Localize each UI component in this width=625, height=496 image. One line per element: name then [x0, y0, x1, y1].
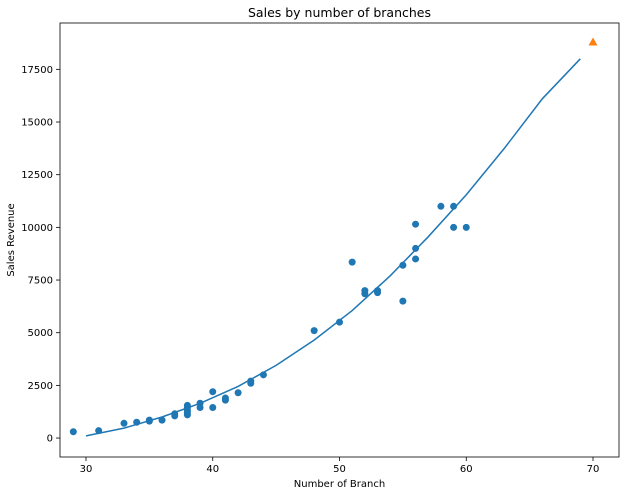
x-tick-label: 40: [206, 464, 219, 475]
y-tick-label: 10000: [21, 223, 53, 234]
data-point: [209, 403, 217, 411]
data-point: [234, 389, 242, 397]
x-tick-label: 30: [80, 464, 93, 475]
y-tick-label: 5000: [28, 328, 53, 339]
y-tick-label: 17500: [21, 65, 53, 76]
data-point: [221, 394, 229, 402]
data-point: [412, 255, 420, 263]
chart-title: Sales by number of branches: [248, 5, 431, 20]
y-tick-label: 7500: [28, 276, 53, 287]
y-axis-label: Sales Revenue: [6, 203, 17, 276]
data-point: [437, 202, 445, 210]
data-point: [361, 287, 369, 295]
data-point: [336, 318, 343, 326]
data-point: [462, 223, 470, 231]
y-tick-label: 12500: [21, 170, 53, 181]
y-tick-label: 0: [47, 434, 53, 445]
data-point: [310, 327, 318, 335]
data-point: [348, 258, 356, 266]
data-point: [69, 428, 77, 436]
data-point: [209, 388, 217, 396]
data-point: [412, 220, 420, 228]
x-tick-label: 50: [333, 464, 346, 475]
data-point: [158, 416, 166, 424]
data-point: [450, 202, 458, 210]
series-layer: [69, 37, 598, 437]
x-tick-label: 70: [587, 464, 600, 475]
data-point: [412, 244, 420, 252]
prediction-point: [588, 37, 598, 46]
x-axis-label: Number of Branch: [294, 479, 385, 490]
y-tick-label: 15000: [21, 118, 53, 129]
fit-curve: [85, 58, 581, 437]
data-point: [450, 223, 458, 231]
x-axis: 30 40 50 60 70: [80, 457, 600, 475]
data-point: [120, 419, 128, 427]
x-tick-label: 60: [460, 464, 473, 475]
data-point: [247, 377, 255, 385]
data-point: [399, 297, 407, 305]
y-axis: 0 2500 5000 7500 10000 12500 15000 17500: [21, 65, 60, 445]
y-tick-label: 2500: [28, 381, 53, 392]
